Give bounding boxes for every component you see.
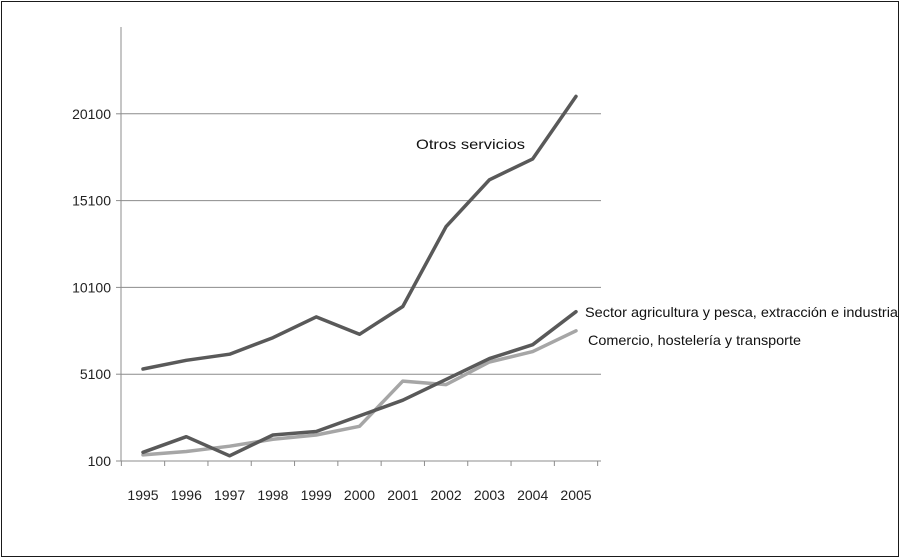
x-tick-label: 1999 [301,487,332,503]
x-tick-label: 2005 [560,487,591,503]
series-label: Comercio, hostelería y transporte [588,332,801,348]
x-tick-label: 1997 [214,487,245,503]
y-tick-label: 10100 [72,279,111,295]
x-tick-label: 2000 [344,487,375,503]
y-tick-label: 100 [88,453,112,469]
y-tick-label: 5100 [80,366,111,382]
x-tick-label: 2002 [431,487,462,503]
x-tick-label: 1996 [171,487,202,503]
y-tick-label: 15100 [72,193,111,209]
series-line-0 [141,94,578,371]
x-tick-label: 2004 [517,487,548,503]
x-tick-label: 1998 [257,487,288,503]
series-label: Sector agricultura y pesca, extracción e… [585,304,898,320]
series-line-2 [141,329,578,457]
series-label: Otros servicios [416,136,525,152]
series-line-1 [141,309,578,458]
x-tick-label: 2003 [474,487,505,503]
y-tick-label: 20100 [72,106,111,122]
x-tick-label: 2001 [387,487,418,503]
x-tick-label: 1995 [127,487,158,503]
